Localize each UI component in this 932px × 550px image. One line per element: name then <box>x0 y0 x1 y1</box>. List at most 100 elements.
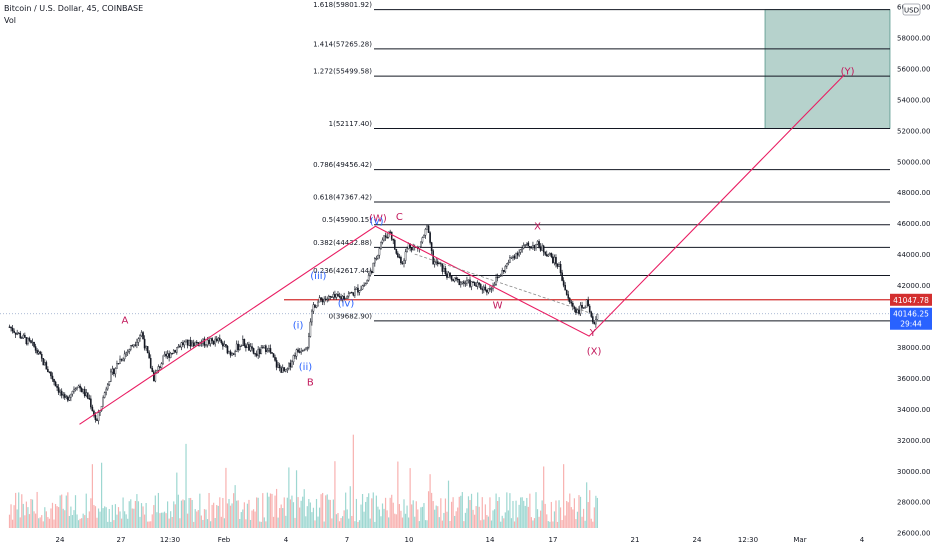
volume-bar <box>469 500 471 528</box>
candle-body <box>30 340 32 343</box>
candle-body <box>387 231 390 238</box>
volume-bar <box>295 470 298 528</box>
candle-body <box>245 345 247 349</box>
candle-body <box>410 247 413 251</box>
volume-bar <box>197 510 199 528</box>
candle-body <box>260 347 263 355</box>
candle-body <box>289 362 292 368</box>
volume-bar <box>426 520 428 528</box>
candle-body <box>426 225 428 230</box>
volume-bar <box>128 501 130 528</box>
volume-bar <box>325 495 327 528</box>
fib-level-label: 1.414(57265.28) <box>313 40 372 48</box>
candle-body <box>306 347 309 349</box>
y-tick-label: 36000.00 <box>897 375 930 383</box>
candle-body <box>42 358 45 366</box>
candle-body <box>36 350 38 354</box>
candle-body <box>458 278 461 286</box>
volume-bar <box>302 496 304 528</box>
candle-body <box>436 261 439 265</box>
fib-level-label: 0.5(45900.15) <box>322 216 372 224</box>
candle-body <box>509 257 511 263</box>
volume-bar <box>495 493 497 528</box>
volume-bar <box>398 504 400 528</box>
volume-bar <box>254 511 256 528</box>
volume-bar <box>593 507 595 528</box>
candle-body <box>114 368 117 375</box>
volume-bar <box>549 521 551 528</box>
volume-bar <box>79 518 81 528</box>
volume-bar <box>206 519 209 528</box>
candle-body <box>343 296 345 300</box>
volume-bar <box>492 510 494 528</box>
volume-bar <box>586 482 588 528</box>
candle-body <box>390 231 393 240</box>
candle-body <box>346 295 349 299</box>
volume-bar <box>216 505 218 528</box>
candle-body <box>450 276 453 280</box>
candle-body <box>288 362 290 369</box>
volume-bar <box>341 516 344 528</box>
volume-indicator-label[interactable]: Vol <box>4 16 16 25</box>
candle-body <box>285 369 287 372</box>
candle-body <box>522 245 525 249</box>
candle-body <box>214 338 216 345</box>
volume-bar <box>507 510 509 528</box>
volume-bar <box>317 516 319 528</box>
candle-body <box>177 346 180 348</box>
volume-bar <box>81 518 83 528</box>
candle-body <box>17 332 20 335</box>
candle-body <box>257 349 259 356</box>
volume-bar <box>87 517 89 528</box>
volume-bar <box>420 507 422 528</box>
volume-bar <box>340 517 342 528</box>
volume-bar <box>374 521 376 528</box>
candle-body <box>329 295 332 298</box>
candle-body <box>272 353 275 358</box>
volume-bar <box>237 500 239 528</box>
candle-body <box>553 257 556 263</box>
volume-bar <box>521 497 523 528</box>
volume-bar <box>355 498 358 528</box>
volume-bar <box>559 507 562 528</box>
symbol-title[interactable]: Bitcoin / U.S. Dollar, 45, COINBASE <box>4 4 144 13</box>
volume-bar <box>458 496 460 528</box>
candle-body <box>67 396 69 401</box>
volume-bar <box>219 497 221 528</box>
volume-bar <box>581 516 583 528</box>
volume-bar <box>343 510 345 528</box>
candle-body <box>518 252 520 256</box>
last-price-label: 40146.25 <box>893 310 929 319</box>
volume-bar <box>412 500 414 528</box>
candle-body <box>311 310 313 323</box>
candle-body <box>265 345 267 352</box>
volume-bar <box>96 517 98 528</box>
candle-body <box>489 288 491 290</box>
volume-bar <box>225 467 227 528</box>
y-tick-label: 32000.00 <box>897 437 930 445</box>
candle-body <box>452 279 454 282</box>
volume-bar <box>131 508 133 528</box>
candle-body <box>186 339 189 346</box>
candle-body <box>588 305 591 313</box>
candle-body <box>361 285 364 290</box>
volume-bar <box>257 497 259 528</box>
candle-body <box>116 363 118 369</box>
candle-body <box>248 344 250 351</box>
volume-bar <box>19 517 21 528</box>
volume-bar <box>180 500 183 528</box>
candle-body <box>412 246 415 251</box>
volume-bar <box>174 504 176 528</box>
volume-bar <box>90 498 92 528</box>
volume-bar <box>328 499 330 528</box>
candle-body <box>545 254 548 257</box>
candle-body <box>71 391 74 395</box>
volume-bar <box>411 504 413 528</box>
volume-bar <box>497 501 499 528</box>
volume-bar <box>415 501 417 528</box>
candle-body <box>131 345 134 347</box>
volume-bar <box>85 493 87 528</box>
volume-bar <box>454 515 456 528</box>
candle-body <box>539 246 542 251</box>
